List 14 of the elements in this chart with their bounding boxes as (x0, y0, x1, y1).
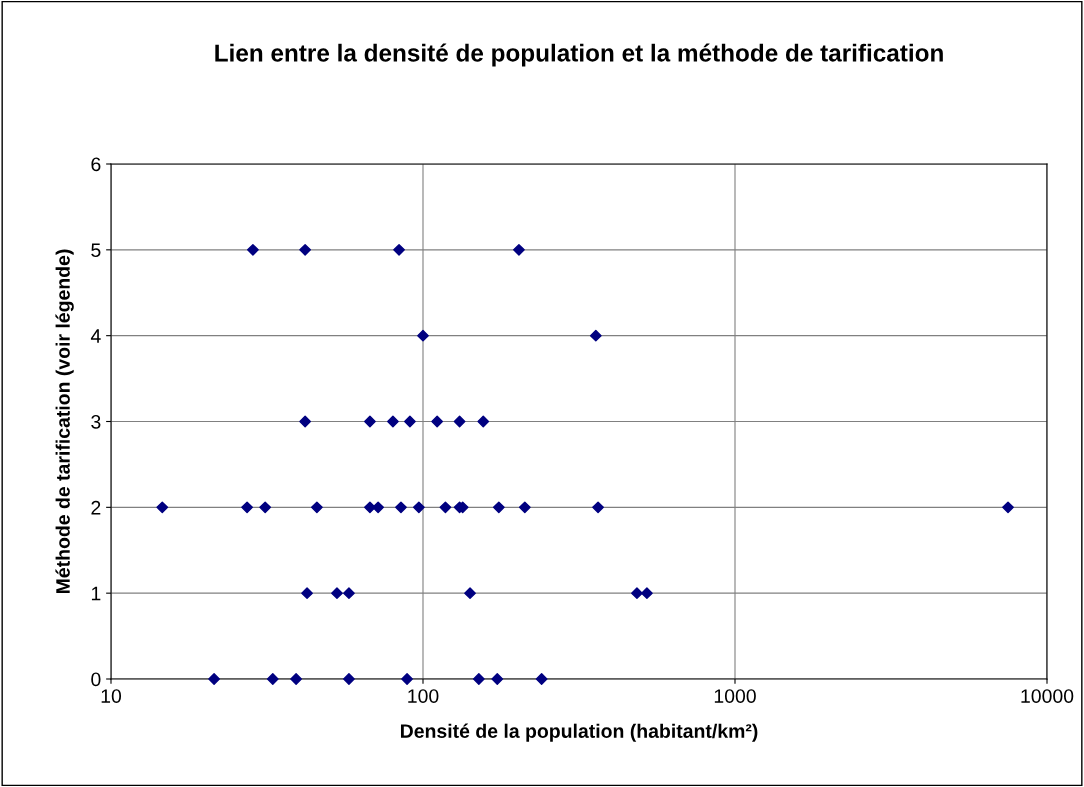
y-tick-label: 6 (91, 157, 101, 172)
x-tick-label: 1000 (714, 689, 756, 703)
y-tick-label: 2 (91, 500, 101, 515)
y-tick-label: 4 (90, 329, 101, 343)
y-tick-label: 1 (91, 586, 101, 601)
x-tick-label: 10 (101, 689, 122, 703)
y-axis-title: Méthode de tarification (voir légende) (55, 249, 74, 594)
x-tick-label: 10000 (1021, 689, 1074, 703)
x-tick-label: 100 (408, 689, 439, 703)
chart-title: Lien entre la densité de population et la méthode de tarification (215, 43, 943, 67)
y-tick-label: 3 (91, 414, 101, 429)
y-tick-label: 0 (91, 672, 101, 687)
x-axis-title: Densité de la population (habitant/km²) (400, 723, 758, 742)
y-tick-label: 5 (91, 243, 101, 258)
